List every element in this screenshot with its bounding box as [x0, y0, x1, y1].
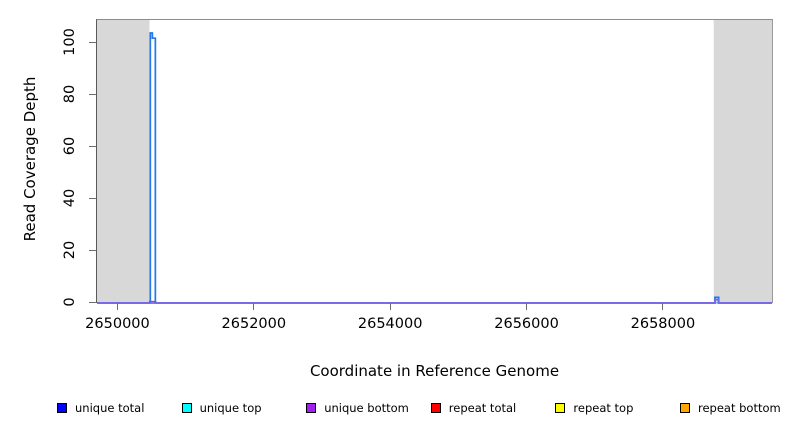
legend-item-unique-total: unique total [57, 399, 144, 416]
y-axis-tick-label: 20 [62, 240, 78, 260]
x-axis-tick [526, 303, 528, 310]
legend-label: unique bottom [324, 400, 409, 415]
right-masked-region [713, 20, 772, 303]
repeat-bottom-swatch-icon [680, 402, 690, 413]
plot-canvas [97, 20, 772, 304]
x-axis-tick-label: 2658000 [630, 316, 696, 332]
x-axis-tick-label: 2656000 [494, 316, 559, 332]
y-axis-tick [89, 41, 96, 43]
y-axis-tick [89, 197, 96, 199]
x-axis-tick [389, 303, 391, 310]
legend-label: unique top [199, 400, 262, 415]
series-line-unique-bottom [97, 298, 772, 304]
legend-item-unique-top: unique top [181, 399, 262, 416]
legend-label: repeat total [448, 400, 517, 415]
y-axis-tick [89, 301, 96, 303]
repeat-top-swatch-icon [555, 402, 566, 413]
y-axis-tick-label: 80 [62, 85, 78, 104]
unique-top-swatch-icon [181, 402, 192, 413]
x-axis-tick [662, 303, 664, 310]
legend-item-repeat-bottom: repeat bottom [680, 399, 781, 416]
y-axis-tick [89, 93, 96, 95]
x-axis-tick [116, 303, 118, 310]
y-axis-tick-label: 40 [62, 188, 78, 208]
legend-label: unique total [75, 400, 145, 415]
legend-item-repeat-total: repeat total [430, 399, 517, 416]
legend-label: repeat top [573, 400, 634, 415]
x-axis-tick-label: 2654000 [357, 316, 423, 332]
y-axis-title: Read Coverage Depth [21, 76, 39, 242]
series-line-unique-total [97, 32, 772, 304]
y-axis-tick [89, 249, 96, 251]
x-axis-title: Coordinate in Reference Genome [309, 362, 560, 380]
unique-total-swatch-icon [57, 402, 67, 413]
x-axis-tick-label: 2652000 [221, 316, 287, 332]
y-axis-tick-label: 0 [62, 297, 78, 307]
unique-bottom-swatch-icon [306, 402, 317, 413]
y-axis-tick-label: 60 [62, 137, 78, 156]
plot-area [96, 19, 773, 304]
legend-item-unique-bottom: unique bottom [306, 399, 409, 416]
y-axis-tick-label: 100 [62, 28, 78, 57]
x-axis-tick [253, 303, 255, 310]
y-axis-tick [89, 145, 96, 147]
left-masked-region [97, 20, 150, 303]
legend-label: repeat bottom [698, 400, 781, 415]
legend-item-repeat-top: repeat top [555, 399, 633, 416]
x-axis-tick-label: 2650000 [85, 316, 150, 332]
repeat-total-swatch-icon [430, 402, 441, 413]
